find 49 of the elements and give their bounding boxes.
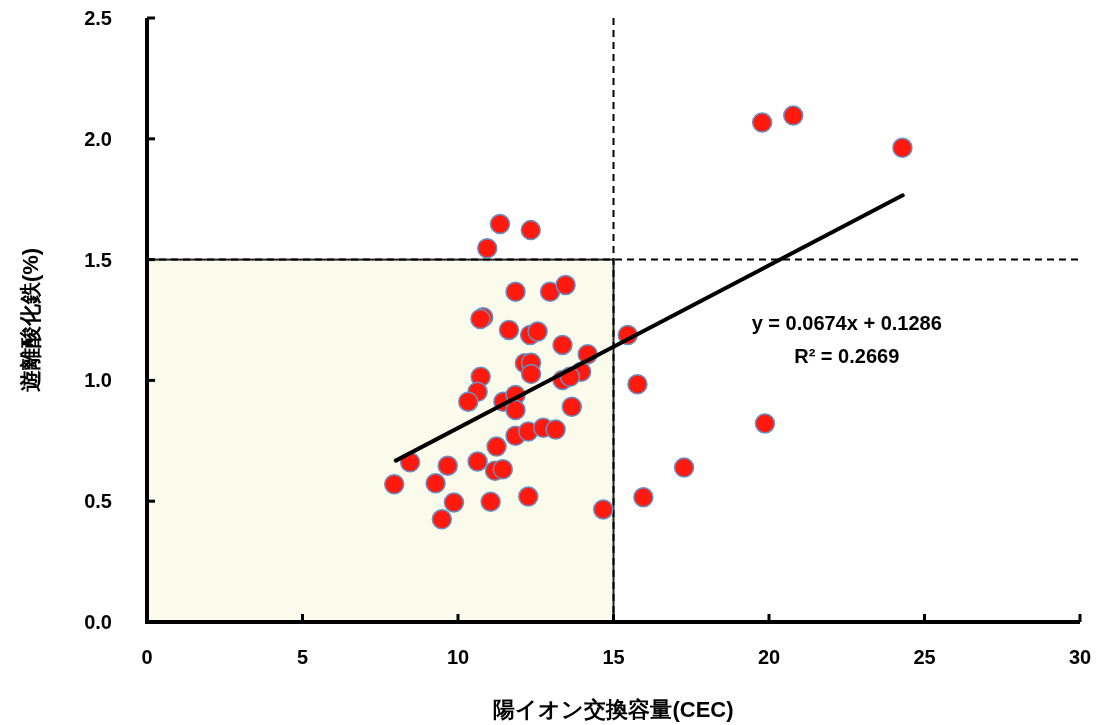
point [754,413,776,434]
x-tick-label: 15 [602,646,625,668]
point [592,499,614,520]
point [486,436,507,457]
point [673,457,695,478]
point [520,219,542,241]
annotation: R² = 0.2669 [794,345,900,367]
point [555,274,576,296]
x-tick-label: 25 [913,646,936,668]
y-tick-label: 2.0 [84,127,112,150]
y-tick-label: 1.0 [84,369,112,392]
point [751,112,773,133]
point [425,473,446,494]
annotation: y = 0.0674x + 0.1286 [751,312,942,334]
x-axis-title: 陽イオン交換容量(CEC) [493,697,734,722]
point [476,238,498,259]
point [518,486,539,507]
x-tick-label: 0 [141,646,153,668]
point [489,213,511,235]
point [505,399,526,421]
point [545,419,566,440]
point [437,455,458,476]
point [492,459,514,480]
point [431,509,453,530]
point [467,451,488,472]
x-tick-label: 30 [1068,646,1092,668]
point [627,374,648,395]
point [443,492,465,513]
point [458,391,479,412]
y-tick-label: 1.5 [84,248,112,271]
point [539,281,561,302]
point [480,491,501,512]
x-tick-label: 5 [296,646,309,668]
y-axis-title: 遊離酸化鉄(%) [18,247,43,393]
y-tick-label: 0.0 [84,611,112,633]
point [520,363,542,385]
y-tick-label: 0.5 [84,490,112,513]
point [561,396,583,417]
point [892,137,913,158]
x-tick-label: 10 [446,646,470,668]
point [783,105,804,126]
point [498,319,520,341]
x-tick-label: 20 [757,646,781,668]
point [633,487,654,508]
point [384,474,405,495]
point [552,334,573,356]
point [505,281,526,302]
y-tick-label: 2.5 [84,7,112,29]
point [527,321,548,342]
